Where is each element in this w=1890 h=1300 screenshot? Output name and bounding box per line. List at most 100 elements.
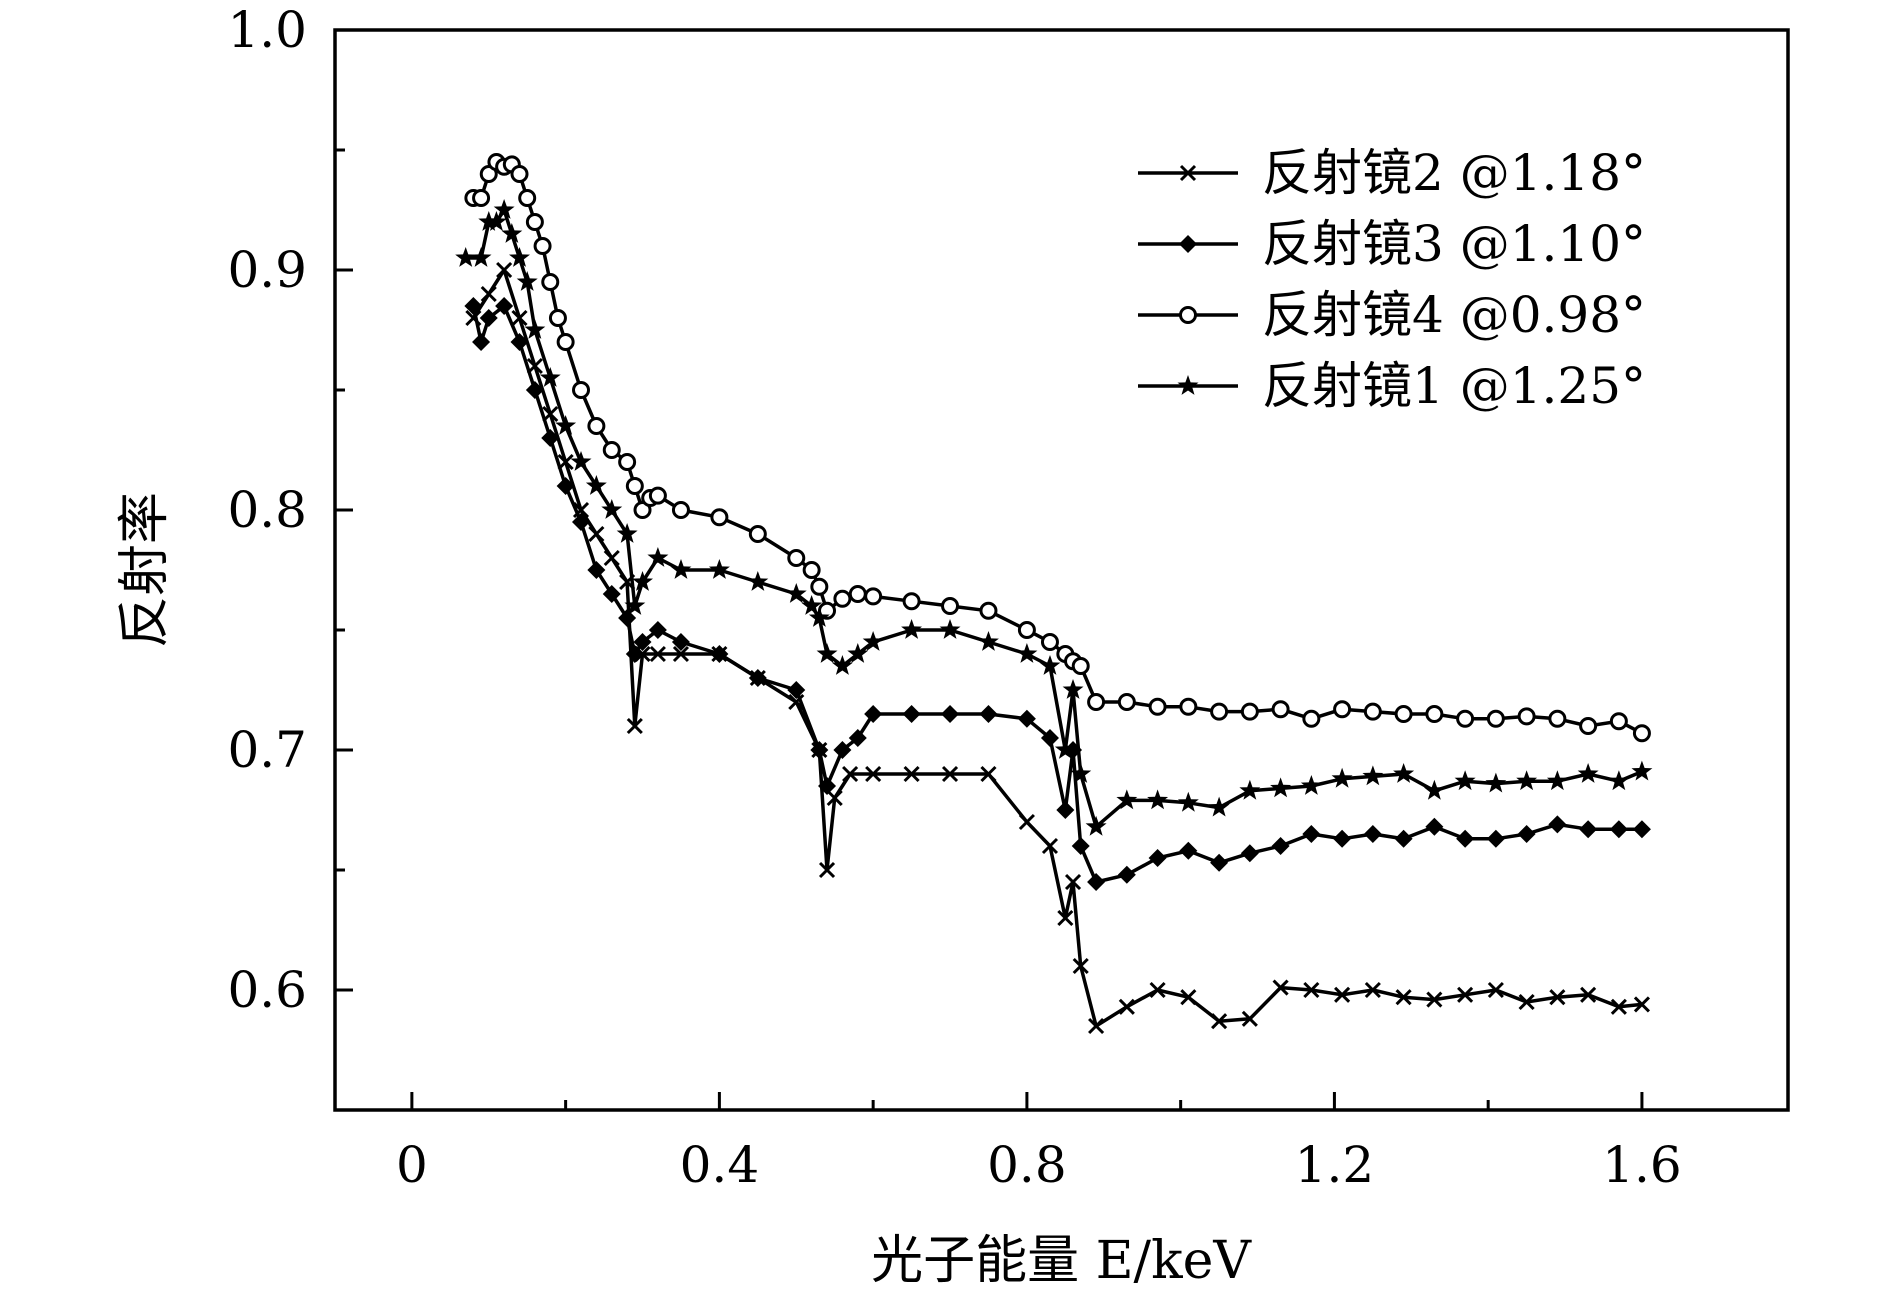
- data-point-circle: [602, 441, 621, 459]
- series-1: [465, 261, 1650, 1035]
- data-point-star: [831, 655, 853, 675]
- data-point-x: [588, 525, 605, 543]
- data-point-x: [1057, 909, 1074, 927]
- data-point-star: [747, 571, 769, 591]
- data-point-x: [1426, 991, 1443, 1008]
- data-point-circle: [864, 587, 883, 606]
- x-axis-title: 光子能量 E/keV: [871, 1231, 1252, 1291]
- data-point-star: [1116, 789, 1138, 810]
- data-point-circle: [618, 453, 637, 471]
- data-point-star: [1331, 767, 1353, 788]
- data-point-circle: [472, 189, 491, 207]
- data-point-diamond: [1302, 825, 1321, 843]
- data-point-star: [1631, 760, 1653, 781]
- data-point-diamond: [848, 729, 867, 747]
- data-point-x: [1149, 981, 1166, 999]
- data-point-circle: [518, 189, 537, 207]
- series-2: [464, 297, 1651, 891]
- data-point-diamond: [1632, 820, 1651, 839]
- data-point-diamond: [710, 645, 729, 663]
- data-point-x: [1487, 981, 1504, 999]
- data-point-circle: [1040, 633, 1059, 651]
- data-point-x: [1088, 1017, 1105, 1035]
- data-point-star: [1300, 775, 1322, 795]
- data-point-star: [847, 643, 869, 663]
- data-point-star: [624, 595, 646, 615]
- data-point-star: [1393, 763, 1415, 783]
- data-point-star: [539, 367, 561, 387]
- data-point-diamond: [1333, 829, 1352, 848]
- data-point-diamond: [1148, 849, 1167, 867]
- data-point-circle: [625, 477, 644, 495]
- data-point-star: [493, 199, 515, 219]
- data-point-star: [1054, 739, 1076, 759]
- data-point-diamond: [864, 705, 883, 723]
- data-point-diamond: [1548, 815, 1567, 834]
- data-point-star: [486, 211, 507, 231]
- data-point-circle: [1240, 702, 1259, 721]
- data-point-diamond: [556, 477, 575, 495]
- data-point-diamond: [541, 429, 560, 447]
- data-point-star: [1485, 772, 1507, 793]
- data-point-star: [1239, 779, 1261, 800]
- data-point-x: [1041, 837, 1059, 855]
- data-point-star: [516, 271, 538, 291]
- data-point-circle: [1517, 707, 1536, 726]
- x-tick-label: 1.6: [1602, 1136, 1682, 1194]
- data-point-circle: [541, 273, 560, 291]
- legend: 反射镜2 @1.18° 反射镜3 @1.10° 反射镜4 @0.98° 反射镜1 @1…: [1138, 144, 1646, 415]
- series-group: [455, 153, 1653, 1035]
- data-point-star: [901, 619, 922, 639]
- data-point-diamond: [1040, 729, 1059, 747]
- data-point-star: [670, 559, 692, 579]
- x-tick-label: 1.2: [1295, 1136, 1375, 1194]
- data-point-diamond: [1394, 829, 1413, 848]
- data-point-circle: [525, 213, 544, 231]
- data-point-circle: [802, 561, 821, 579]
- data-point-star: [1208, 796, 1230, 817]
- data-point-circle: [848, 585, 867, 603]
- data-point-diamond: [1087, 873, 1106, 891]
- data-point-x: [865, 765, 882, 783]
- data-point-star: [470, 247, 492, 267]
- data-point-diamond: [1363, 825, 1382, 843]
- data-point-diamond: [625, 645, 644, 663]
- data-point-diamond: [1056, 801, 1075, 819]
- data-point-circle: [1333, 700, 1352, 719]
- data-point-star: [1062, 679, 1084, 699]
- data-point-circle: [1486, 709, 1505, 728]
- data-point-x: [826, 789, 843, 807]
- data-point-diamond: [525, 381, 544, 399]
- data-point-star: [1577, 763, 1599, 783]
- data-point-circle: [1148, 697, 1167, 716]
- data-point-diamond: [833, 741, 852, 759]
- data-point-star: [1546, 770, 1568, 791]
- data-point-circle: [1271, 700, 1290, 719]
- data-point-circle: [671, 501, 690, 519]
- y-tick-label: 1.0: [227, 1, 307, 59]
- data-point-diamond: [572, 513, 591, 531]
- data-point-x: [903, 765, 920, 783]
- data-point-diamond: [1271, 837, 1290, 855]
- data-point-star: [1039, 655, 1061, 675]
- y-axis-ticks: 0.6 0.7 0.8 0.9 1.0: [227, 1, 353, 1019]
- data-point-circle: [1179, 697, 1198, 716]
- data-point-x: [818, 861, 836, 879]
- data-point-circle: [1632, 724, 1651, 743]
- y-axis-title: 反射率: [115, 492, 175, 648]
- data-point-star: [1516, 770, 1538, 791]
- data-point-diamond: [1456, 829, 1475, 848]
- data-point-x: [941, 765, 959, 783]
- x-tick-label: 0.4: [680, 1136, 760, 1194]
- data-point-diamond: [979, 705, 998, 723]
- data-point-circle: [1394, 705, 1413, 723]
- data-point-circle: [1548, 709, 1567, 728]
- data-point-circle: [941, 597, 960, 615]
- data-point-x: [980, 765, 997, 783]
- data-point-circle: [810, 577, 829, 596]
- data-point-star: [647, 547, 669, 567]
- data-point-diamond: [1179, 235, 1197, 253]
- data-point-circle: [1210, 702, 1229, 721]
- data-point-diamond: [1425, 817, 1444, 836]
